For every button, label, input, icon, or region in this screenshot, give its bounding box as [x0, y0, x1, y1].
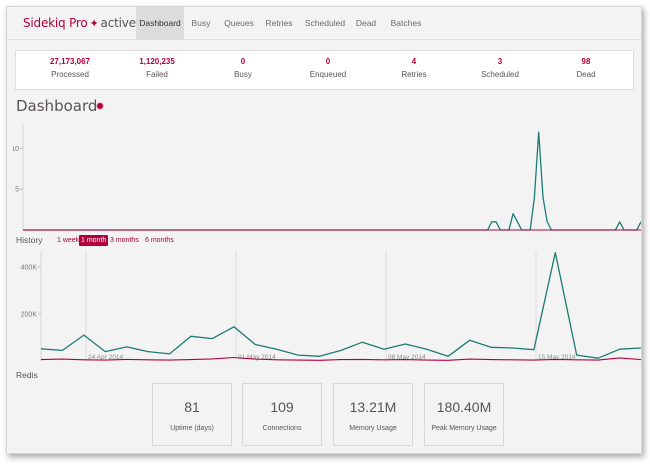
nav-retries[interactable]: Retries	[265, 18, 293, 28]
stat-failed[interactable]: 1,120,235 Failed	[117, 57, 197, 79]
redis-stat-value: 109	[270, 399, 294, 415]
range-6-months[interactable]: 6 months	[145, 237, 174, 244]
stat-enqueued[interactable]: 0 Enqueued	[288, 57, 368, 79]
brand-status: active	[100, 16, 136, 30]
stat-processed[interactable]: 27,173,067 Processed	[30, 57, 110, 79]
redis-stat-label: Uptime (days)	[170, 425, 214, 432]
navbar: Sidekiq Pro ✦ active Dashboard Busy Queues…	[7, 7, 641, 40]
redis-stat-uptime: 81 Uptime (days)	[152, 383, 232, 446]
stat-dead[interactable]: 98 Dead	[546, 57, 626, 79]
x-tick-label: 01 May 2014	[238, 354, 276, 361]
y-tick-label: 10	[13, 146, 19, 153]
brand[interactable]: Sidekiq Pro ✦ active	[23, 16, 136, 30]
stat-label: Dead	[576, 70, 596, 79]
range-1-month[interactable]: 1 month	[79, 235, 109, 246]
redis-title: Redis	[16, 370, 38, 380]
live-poll-indicator-icon[interactable]	[96, 102, 104, 110]
realtime-chart: 5 10	[13, 124, 641, 231]
redis-stat-memory: 13.21M Memory Usage	[333, 383, 413, 446]
range-3-months[interactable]: 3 months	[110, 237, 139, 244]
stat-retries[interactable]: 4 Retries	[374, 57, 454, 79]
processed-series-line	[23, 131, 641, 231]
redis-stat-connections: 109 Connections	[242, 383, 322, 446]
redis-stat-value: 13.21M	[349, 399, 397, 415]
redis-stat-value: 81	[184, 399, 200, 415]
y-tick-label: 200K	[21, 311, 38, 318]
history-chart: 200K 400K 24 Apr 2014 01 May 2014 08 May 201…	[21, 251, 641, 361]
stat-count: 0	[240, 57, 246, 66]
failed-series-line	[40, 356, 641, 361]
app-window: Sidekiq Pro ✦ active Dashboard Busy Queues…	[6, 6, 642, 454]
stat-label: Failed	[146, 70, 168, 79]
stat-count: 98	[581, 57, 591, 66]
stat-busy[interactable]: 0 Busy	[203, 57, 283, 79]
redis-stat-label: Peak Memory Usage	[431, 425, 497, 432]
x-tick-label: 15 May 2014	[538, 354, 576, 361]
nav-queues[interactable]: Queues	[224, 18, 254, 28]
stat-label: Retries	[401, 70, 427, 79]
redis-stat-label: Memory Usage	[349, 425, 397, 432]
stat-count: 1,120,235	[139, 57, 175, 66]
y-tick-label: 5	[15, 187, 19, 194]
y-tick-label: 400K	[21, 264, 38, 271]
nav-batches[interactable]: Batches	[390, 18, 422, 28]
stat-count: 4	[411, 57, 417, 66]
nav-dashboard[interactable]: Dashboard	[136, 7, 184, 39]
x-tick-label: 24 Apr 2014	[88, 354, 123, 361]
page-title: Dashboard	[16, 97, 98, 115]
nav-scheduled[interactable]: Scheduled	[304, 18, 346, 28]
brand-name: Sidekiq Pro	[23, 16, 88, 30]
redis-stat-value: 180.40M	[436, 399, 492, 415]
redis-stat-peak-memory: 180.40M Peak Memory Usage	[424, 383, 504, 446]
stat-count: 0	[325, 57, 331, 66]
stat-count: 27,173,067	[49, 57, 91, 66]
stat-label: Scheduled	[481, 70, 519, 79]
nav-busy[interactable]: Busy	[191, 18, 211, 28]
processed-series-line	[40, 251, 641, 359]
stat-scheduled[interactable]: 3 Scheduled	[460, 57, 540, 79]
summary-bar: 27,173,067 Processed 1,120,235 Failed 0 …	[15, 50, 634, 90]
stat-label: Enqueued	[309, 70, 347, 79]
x-tick-label: 08 May 2014	[388, 354, 426, 361]
stat-label: Busy	[234, 70, 252, 79]
stat-label: Processed	[51, 70, 89, 79]
range-1-week[interactable]: 1 week	[57, 237, 80, 244]
nav-dead[interactable]: Dead	[355, 18, 377, 28]
sidekiq-logo-icon: ✦	[89, 17, 99, 30]
stat-count: 3	[497, 57, 503, 66]
redis-stat-label: Connections	[262, 425, 302, 432]
history-title: History	[16, 235, 43, 245]
